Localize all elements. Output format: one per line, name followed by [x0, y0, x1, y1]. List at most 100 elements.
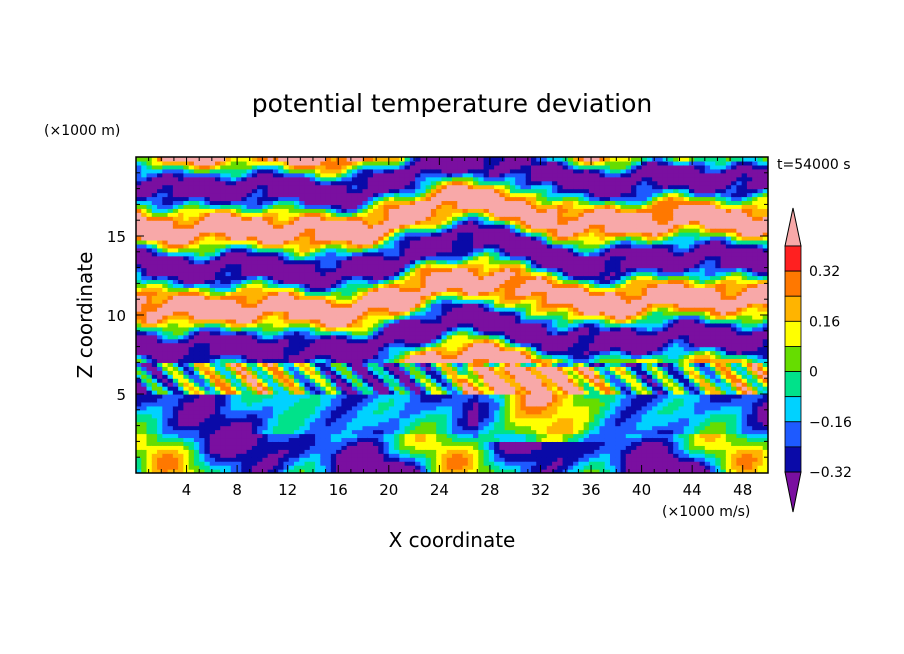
heatmap-cell — [193, 204, 200, 209]
heatmap-cell — [409, 303, 416, 308]
heatmap-cell — [294, 346, 300, 352]
heatmap-cell — [272, 362, 279, 367]
heatmap-cell — [457, 465, 464, 470]
heatmap-cell — [299, 394, 306, 399]
heatmap-cell — [215, 469, 221, 473]
heatmap-cell — [404, 405, 411, 411]
heatmap-cell — [425, 358, 432, 363]
heatmap-cell — [188, 433, 195, 439]
heatmap-cell — [215, 299, 221, 304]
heatmap-cell — [236, 465, 242, 470]
heatmap-cell — [341, 346, 348, 352]
heatmap-cell — [404, 208, 411, 213]
heatmap-cell — [172, 405, 179, 411]
heatmap-cell — [362, 176, 369, 182]
heatmap-cell — [336, 461, 342, 466]
heatmap-cell — [157, 362, 163, 367]
heatmap-cell — [251, 405, 258, 411]
heatmap-cell — [457, 303, 464, 308]
heatmap-cell — [220, 192, 227, 198]
heatmap-cell — [267, 263, 274, 269]
heatmap-cell — [272, 413, 279, 419]
heatmap-cell — [309, 394, 316, 399]
heatmap-cell — [415, 326, 421, 332]
heatmap-cell — [299, 303, 306, 308]
heatmap-cell — [299, 469, 306, 473]
heatmap-cell — [172, 334, 179, 340]
heatmap-cell — [167, 188, 174, 194]
heatmap-cell — [404, 224, 411, 229]
heatmap-cell — [462, 338, 469, 344]
heatmap-cell — [325, 382, 332, 387]
heatmap-cell — [136, 204, 142, 209]
heatmap-cell — [230, 279, 237, 284]
heatmap-cell — [446, 295, 453, 300]
heatmap-cell — [394, 445, 400, 450]
heatmap-cell — [151, 382, 158, 387]
heatmap-cell — [151, 370, 158, 375]
heatmap-cell — [278, 287, 285, 292]
heatmap-cell — [267, 366, 274, 371]
heatmap-cell — [241, 255, 248, 261]
heatmap-cell — [315, 255, 321, 261]
heatmap-cell — [441, 409, 448, 415]
heatmap-cell — [278, 378, 285, 383]
heatmap-cell — [357, 397, 364, 403]
heatmap-cell — [357, 378, 364, 383]
heatmap-cell — [272, 259, 279, 265]
heatmap-cell — [436, 362, 443, 367]
heatmap-cell — [378, 176, 385, 182]
heatmap-cell — [351, 180, 358, 186]
heatmap-cell — [320, 437, 327, 442]
heatmap-cell — [315, 287, 321, 292]
heatmap-cell — [357, 228, 364, 233]
heatmap-cell — [425, 271, 432, 277]
heatmap-cell — [157, 433, 163, 439]
heatmap-cell — [367, 421, 374, 427]
heatmap-cell — [320, 200, 327, 205]
heatmap-cell — [172, 397, 179, 403]
heatmap-cell — [178, 157, 184, 162]
heatmap-cell — [441, 326, 448, 332]
heatmap-cell — [267, 326, 274, 332]
heatmap-cell — [430, 295, 437, 300]
heatmap-cell — [404, 295, 411, 300]
heatmap-cell — [183, 429, 190, 435]
heatmap-cell — [288, 461, 295, 466]
heatmap-cell — [199, 326, 206, 332]
heatmap-cell — [241, 200, 248, 205]
heatmap-cell — [251, 243, 258, 249]
heatmap-cell — [357, 160, 364, 166]
heatmap-cell — [457, 449, 464, 454]
heatmap-cell — [320, 362, 327, 367]
heatmap-cell — [378, 469, 385, 473]
heatmap-cell — [193, 461, 200, 466]
heatmap-cell — [394, 180, 400, 186]
heatmap-cell — [141, 445, 148, 450]
heatmap-cell — [399, 417, 406, 423]
heatmap-cell — [288, 465, 295, 470]
heatmap-cell — [367, 299, 374, 304]
heatmap-cell — [367, 386, 374, 391]
heatmap-cell — [262, 295, 269, 300]
heatmap-cell — [409, 188, 416, 194]
heatmap-cell — [178, 421, 184, 427]
heatmap-cell — [336, 350, 342, 356]
heatmap-cell — [199, 287, 206, 292]
heatmap-cell — [430, 299, 437, 304]
heatmap-cell — [351, 164, 358, 170]
heatmap-cell — [141, 469, 148, 473]
heatmap-cell — [236, 263, 242, 269]
heatmap-cell — [246, 465, 253, 470]
heatmap-cell — [378, 204, 385, 209]
heatmap-cell — [320, 315, 327, 320]
heatmap-cell — [367, 192, 374, 198]
heatmap-cell — [304, 247, 311, 253]
heatmap-cell — [209, 397, 216, 403]
heatmap-cell — [425, 378, 432, 383]
heatmap-cell — [362, 239, 369, 245]
heatmap-cell — [183, 279, 190, 284]
heatmap-cell — [236, 354, 242, 360]
heatmap-cell — [430, 287, 437, 292]
heatmap-cell — [341, 445, 348, 450]
